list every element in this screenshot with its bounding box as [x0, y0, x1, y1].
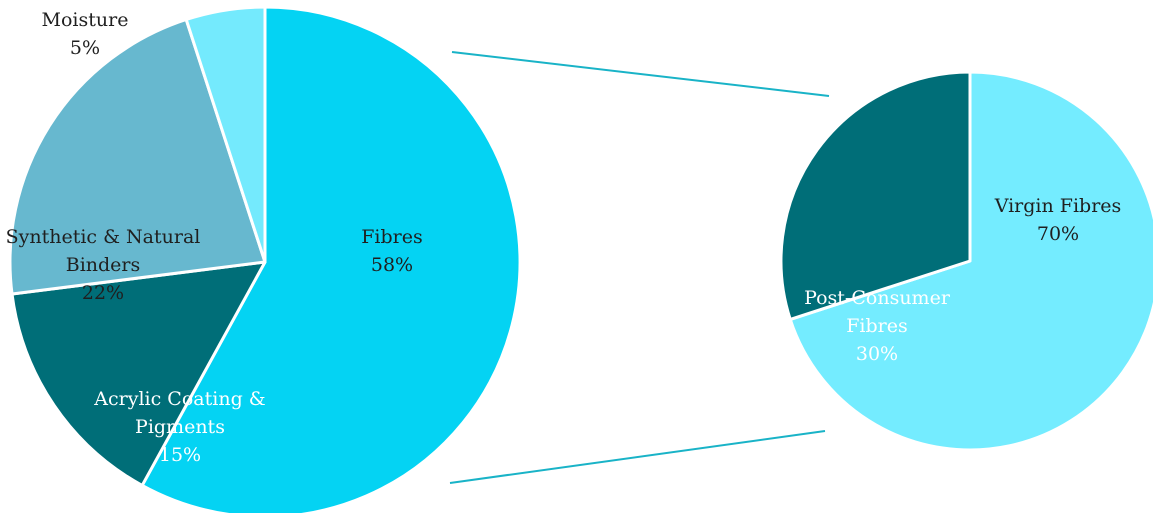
slice-name-line: Virgin Fibres: [994, 195, 1122, 217]
connector-line-top: [451, 51, 830, 97]
slice-name-line: Synthetic & Natural: [6, 226, 201, 248]
slice-value-label: 5%: [70, 37, 100, 59]
slice-label-fibres: Fibres 58%: [361, 226, 423, 276]
slice-name-line: Fibres: [846, 315, 908, 337]
slice-name-line: Moisture: [42, 9, 129, 31]
pie-slice-virgin-fibres: [788, 70, 1153, 452]
slice-value-label: 58%: [371, 254, 413, 276]
slice-name-line: Fibres: [361, 226, 423, 248]
composition-pie: Fibres 58% Acrylic Coating & Pigments 15% Syn…: [6, 5, 522, 518]
pie-slice-moisture: [184, 5, 267, 264]
slice-name-line: Pigments: [135, 416, 225, 438]
slice-label-post-consumer-fibres: Post-Consumer Fibres 30%: [804, 287, 951, 365]
slice-label-synthetic-natural-binders: Synthetic & Natural Binders 22%: [6, 226, 201, 304]
slice-value-label: 30%: [856, 343, 898, 365]
connector-line-bottom: [449, 430, 826, 484]
slice-name-line: Binders: [66, 254, 141, 276]
pie-slice-post-consumer-fibres: [779, 70, 972, 321]
pie-slice-synthetic-natural-binders: [8, 17, 267, 296]
slice-value-label: 70%: [1037, 223, 1079, 245]
slice-value-label: 22%: [82, 282, 124, 304]
fibres-breakdown-pie: Virgin Fibres 70% Post-Consumer Fibres 30%: [779, 70, 1153, 452]
slice-name-line: Acrylic Coating &: [93, 388, 265, 410]
slice-label-virgin-fibres: Virgin Fibres 70%: [994, 195, 1122, 245]
slice-label-moisture: Moisture 5%: [42, 9, 129, 59]
slice-value-label: 15%: [159, 444, 201, 466]
slice-name-line: Post-Consumer: [804, 287, 951, 309]
slice-label-acrylic-coating-pigments: Acrylic Coating & Pigments 15%: [93, 388, 265, 466]
pie-slice-acrylic-coating-pigments: [10, 260, 267, 487]
